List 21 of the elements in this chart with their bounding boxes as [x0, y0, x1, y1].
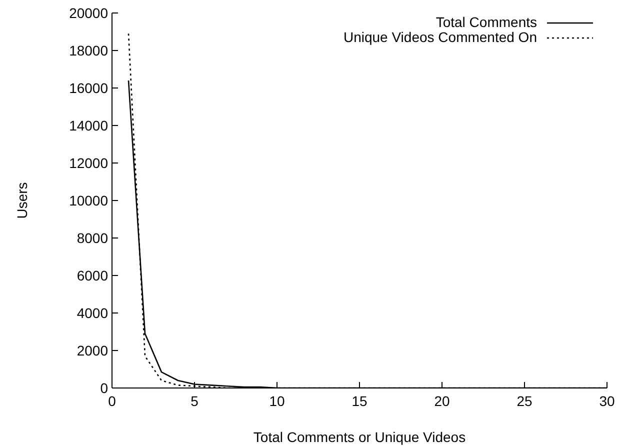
y-tick-label: 20000	[69, 4, 108, 21]
y-tick-label: 8000	[76, 230, 108, 246]
x-tick-label: 30	[599, 392, 615, 409]
y-tick-label: 14000	[69, 117, 108, 134]
y-tick-label: 10000	[69, 192, 108, 208]
x-tick-label: 10	[269, 392, 285, 409]
y-axis-title: Users	[14, 182, 30, 219]
x-tick-label: 20	[434, 392, 450, 409]
y-tick-label: 16000	[69, 80, 108, 96]
x-tick-label: 25	[516, 392, 532, 409]
legend-label: Total Comments	[436, 14, 537, 30]
y-tick-label: 2000	[76, 342, 108, 358]
legend-label: Unique Videos Commented On	[343, 29, 537, 45]
x-axis-title: Total Comments or Unique Videos	[253, 429, 466, 445]
y-tick-label: 0	[100, 380, 108, 396]
y-tick-label: 6000	[76, 267, 108, 284]
y-tick-label: 12000	[69, 154, 108, 171]
x-tick-label: 15	[352, 392, 368, 409]
y-tick-label: 4000	[76, 304, 108, 321]
x-tick-label: 5	[190, 392, 199, 409]
y-tick-label: 18000	[69, 42, 108, 58]
